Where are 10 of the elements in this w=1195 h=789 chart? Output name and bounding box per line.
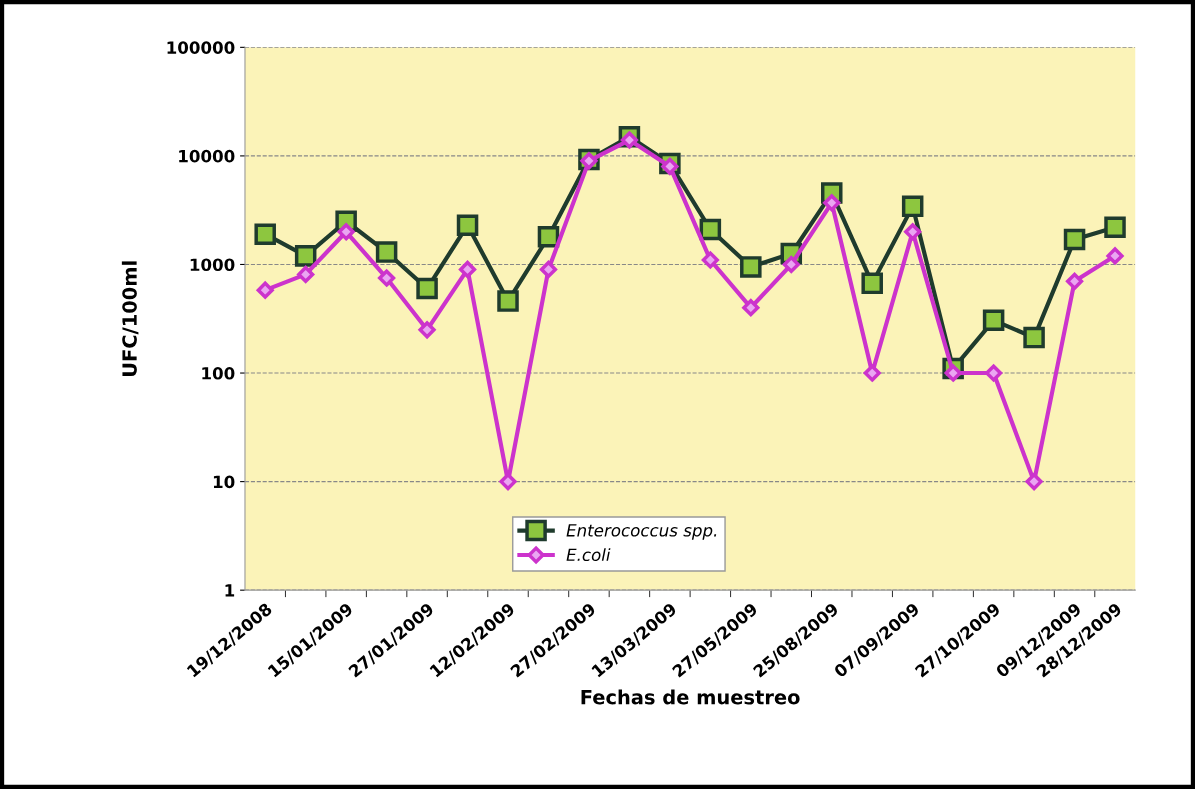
legend-label: Enterococcus spp. bbox=[566, 524, 717, 540]
y-axis-title: UFC/100ml bbox=[121, 261, 139, 376]
y-tick-label: 1000 bbox=[190, 258, 235, 272]
y-tick-label: 10 bbox=[213, 475, 235, 489]
y-tick-label: 1 bbox=[225, 584, 235, 597]
legend-label: E.coli bbox=[566, 548, 611, 562]
x-axis-title: Fechas de muestreo bbox=[581, 689, 800, 705]
y-tick-label: 10000 bbox=[179, 149, 235, 163]
y-tick-label: 100000 bbox=[167, 41, 235, 54]
y-tick-label: 100 bbox=[202, 367, 235, 380]
